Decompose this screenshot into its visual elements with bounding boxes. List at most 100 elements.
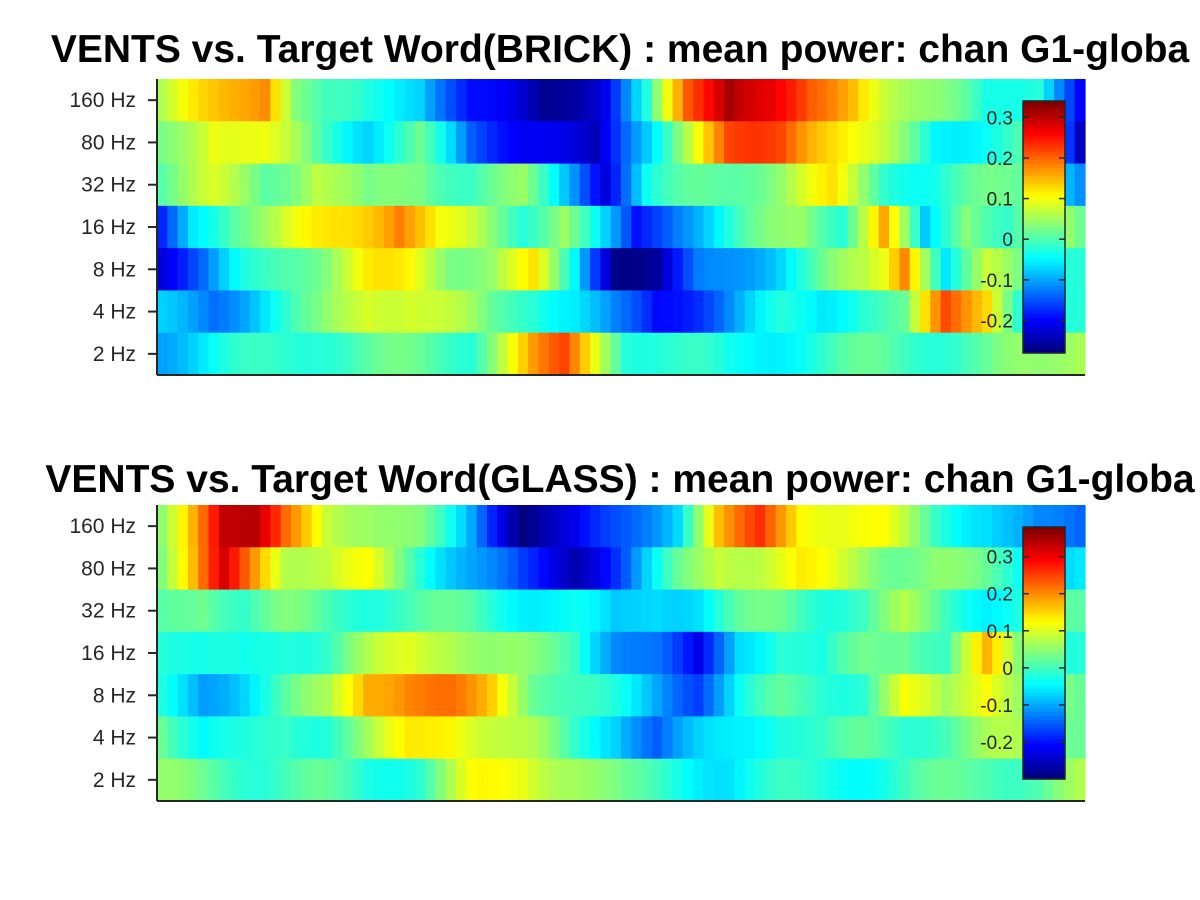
colorbar-segment (1023, 558, 1065, 564)
heatmap-cell (383, 332, 395, 376)
heatmap-cell (301, 674, 313, 718)
heatmap-cell (404, 205, 416, 249)
heatmap-cell (631, 205, 643, 249)
colorbar-segment (1023, 727, 1065, 733)
heatmap-cell (538, 631, 550, 675)
heatmap-cell (208, 248, 220, 292)
heatmap-cell (187, 163, 199, 207)
heatmap-cell (641, 290, 653, 334)
colorbar-segment (1023, 104, 1065, 110)
heatmap-cell (837, 505, 849, 548)
heatmap-cell (724, 79, 736, 122)
heatmap-cell (394, 758, 406, 802)
heatmap-cell (404, 248, 416, 292)
heatmap-cell (177, 716, 189, 760)
heatmap-cell (724, 589, 736, 633)
heatmap-cell (528, 79, 540, 122)
heatmap-cell (703, 163, 715, 207)
heatmap-cell (785, 332, 797, 376)
colorbar-segment (1023, 586, 1065, 591)
heatmap-cell (713, 79, 725, 122)
heatmap-cell (806, 332, 818, 376)
heatmap-cell (208, 290, 220, 334)
heatmap-cell (847, 248, 859, 292)
heatmap-cell (1002, 205, 1014, 249)
heatmap-cell (971, 205, 983, 249)
heatmap-cell (167, 248, 179, 292)
heatmap-cell (765, 290, 777, 334)
heatmap-cell (868, 248, 880, 292)
heatmap-cell (899, 631, 911, 675)
heatmap-cell (889, 674, 900, 718)
heatmap-cell (672, 589, 684, 633)
heatmap-cell (497, 758, 509, 802)
heatmap-cell (425, 121, 436, 165)
heatmap-cell (291, 121, 302, 165)
colorbar-tick-label: -0.2 (980, 311, 1013, 332)
heatmap-cell (950, 248, 962, 292)
heatmap-cell (342, 332, 354, 376)
heatmap-cell (816, 248, 828, 292)
heatmap-cell (1074, 505, 1086, 548)
heatmap-cell (363, 332, 375, 376)
heatmap-cell (476, 332, 488, 376)
colorbar-segment (1023, 716, 1065, 721)
heatmap-cell (724, 716, 736, 760)
heatmap-cell (249, 205, 261, 249)
heatmap-cell (435, 758, 447, 802)
colorbar-segment (1023, 527, 1065, 532)
heatmap-cell (414, 248, 426, 292)
heatmap-cell (517, 205, 529, 249)
colorbar-segment (1023, 672, 1065, 678)
heatmap-cell (744, 121, 756, 165)
heatmap-cell (621, 505, 632, 548)
heatmap-cell (157, 121, 168, 165)
heatmap-cell (631, 674, 643, 718)
colorbar-segment (1023, 645, 1065, 650)
heatmap-cell (610, 547, 622, 591)
colorbar-tick-label: 0.2 (987, 585, 1013, 606)
heatmap-cell (899, 290, 911, 334)
heatmap-cell (837, 547, 849, 591)
heatmap-cell (394, 121, 406, 165)
heatmap-cell (724, 290, 736, 334)
heatmap-cell (868, 547, 880, 591)
heatmap-cell (796, 716, 808, 760)
heatmap-cell (445, 121, 457, 165)
colorbar-segment (1023, 609, 1065, 615)
heatmap-cell (352, 547, 364, 591)
heatmap-cell (569, 205, 581, 249)
y-tick-label: 4 Hz (93, 727, 136, 750)
heatmap-cell (373, 674, 385, 718)
colorbar-segment (1023, 144, 1065, 149)
heatmap-cell (847, 631, 859, 675)
heatmap-cell (187, 248, 199, 292)
heatmap-cell (497, 674, 509, 718)
heatmap-cell (1002, 758, 1014, 802)
heatmap-cell (187, 547, 199, 591)
heatmap-cell (517, 332, 529, 376)
heatmap-cell (342, 716, 354, 760)
heatmap-cell (868, 332, 880, 376)
heatmap-cell (414, 163, 426, 207)
colorbar-segment (1023, 345, 1065, 350)
heatmap-cell (693, 79, 705, 122)
heatmap-cell (1023, 758, 1035, 802)
heatmap-cell (971, 79, 983, 122)
heatmap-cell (249, 79, 261, 122)
heatmap-cell (621, 547, 632, 591)
heatmap-cell (404, 589, 416, 633)
heatmap-cell (651, 547, 663, 591)
heatmap-cell (961, 121, 973, 165)
colorbar-tick-label: 0.3 (987, 108, 1013, 129)
heatmap-cell (476, 631, 488, 675)
heatmap-cell (517, 716, 529, 760)
heatmap-cell (157, 248, 168, 292)
heatmap-cell (466, 332, 478, 376)
heatmap-cell (1064, 589, 1076, 633)
heatmap-cell (569, 163, 581, 207)
heatmap-cell (198, 505, 210, 548)
heatmap-cell (734, 121, 746, 165)
heatmap-cell (1012, 758, 1024, 802)
heatmap-cell (548, 631, 560, 675)
